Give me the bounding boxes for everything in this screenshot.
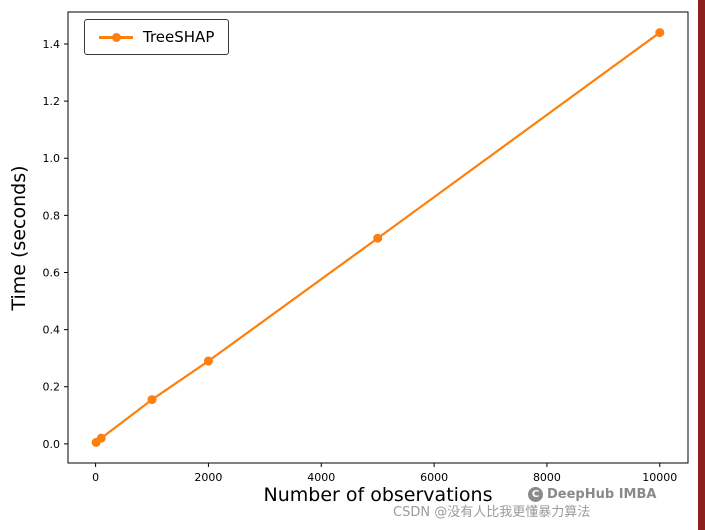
csdn-watermark: CSDN @没有人比我更懂暴力算法 (393, 505, 591, 520)
edge-strip (698, 0, 705, 530)
svg-text:1.0: 1.0 (43, 152, 61, 165)
svg-text:1.4: 1.4 (43, 38, 61, 51)
x-axis-label: Number of observations (263, 484, 493, 506)
svg-text:8000: 8000 (533, 471, 561, 484)
svg-text:0.8: 0.8 (43, 209, 61, 222)
svg-text:0.6: 0.6 (43, 266, 61, 279)
svg-text:10000: 10000 (642, 471, 677, 484)
deephub-logo-icon: C (528, 487, 543, 502)
svg-text:4000: 4000 (307, 471, 335, 484)
deephub-watermark: C DeepHub IMBA (528, 487, 656, 502)
y-axis-label: Time (seconds) (8, 165, 30, 311)
legend: TreeSHAP (84, 19, 230, 55)
svg-text:0.4: 0.4 (43, 324, 61, 337)
deephub-watermark-text: DeepHub IMBA (547, 487, 657, 502)
svg-text:0.0: 0.0 (43, 438, 61, 451)
legend-label: TreeSHAP (143, 28, 215, 46)
svg-text:0.2: 0.2 (43, 381, 61, 394)
svg-text:6000: 6000 (420, 471, 448, 484)
svg-text:1.2: 1.2 (43, 95, 61, 108)
svg-text:2000: 2000 (194, 471, 222, 484)
legend-line-marker-icon (99, 32, 133, 42)
legend-marker-dot (112, 33, 121, 42)
svg-text:0: 0 (92, 471, 99, 484)
